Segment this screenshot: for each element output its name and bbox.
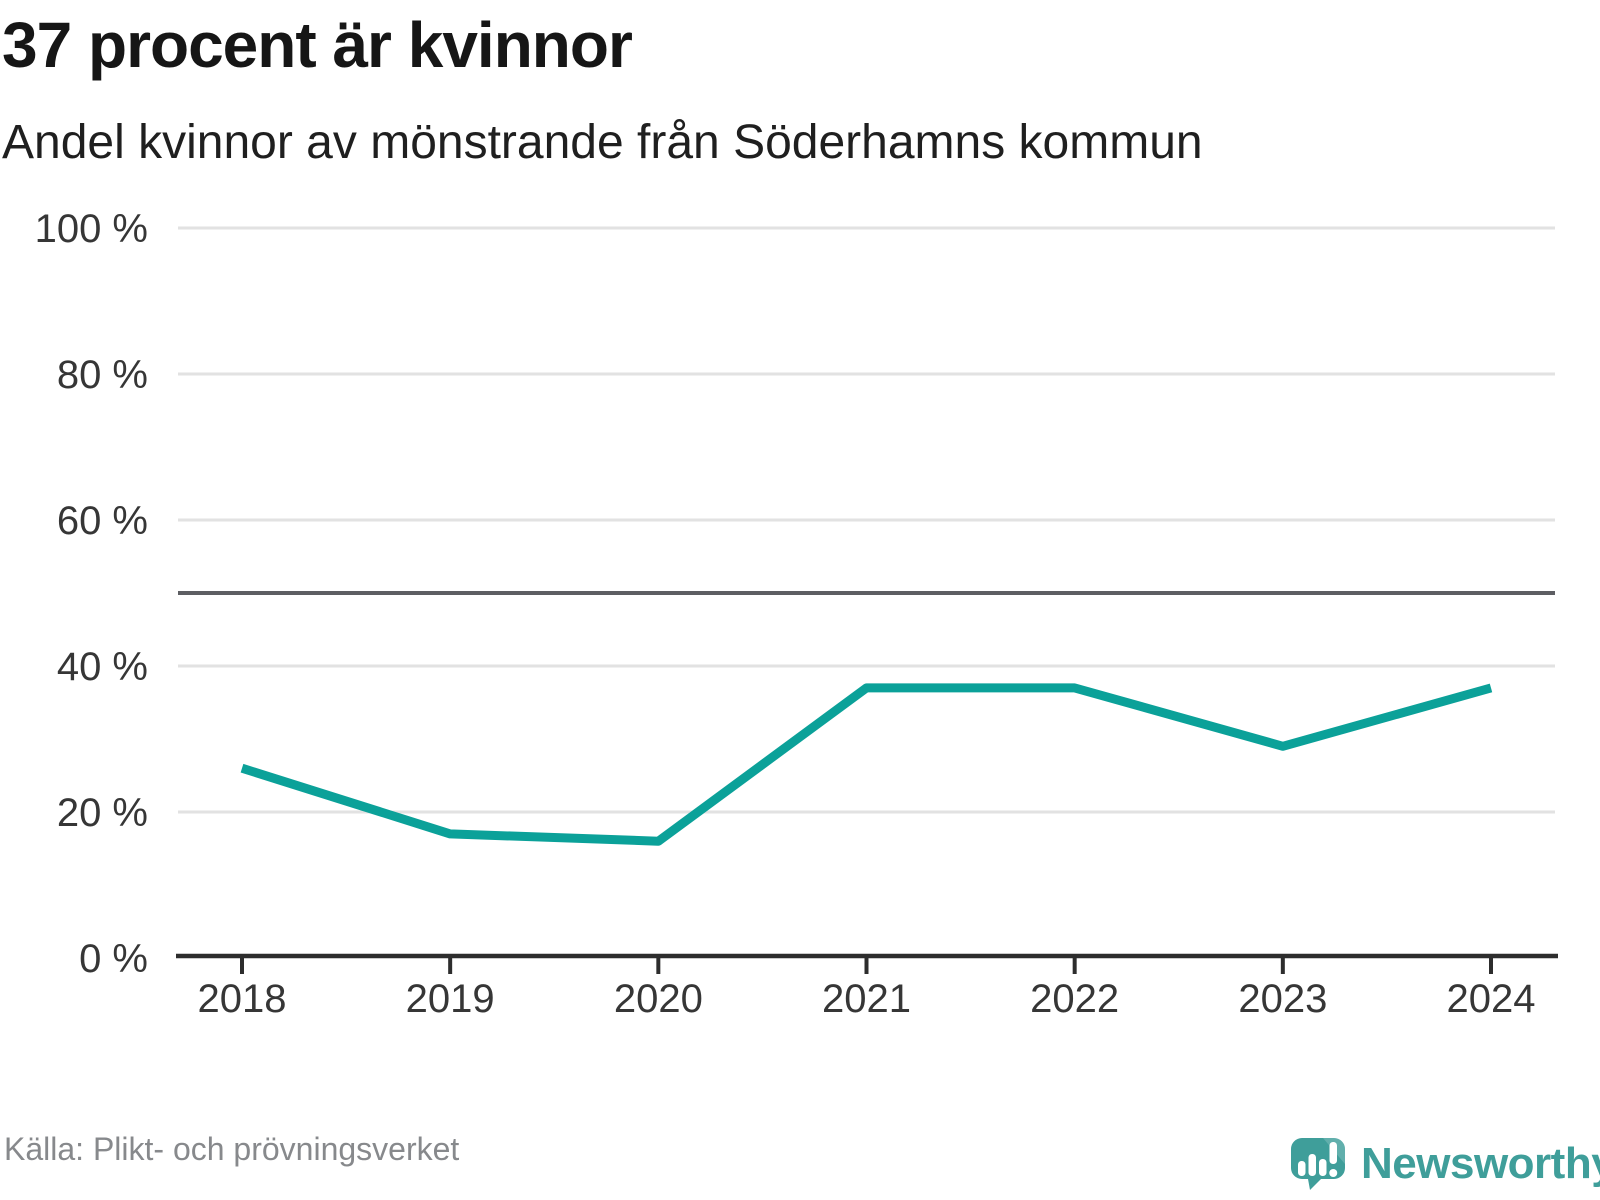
x-tick-label-2022: 2022 <box>1030 977 1119 1021</box>
source-text: Källa: Plikt- och prövningsverket <box>4 1131 460 1167</box>
x-tick-label-2020: 2020 <box>614 977 703 1021</box>
y-tick-label-80: 80 % <box>57 353 148 397</box>
x-tick-label-2019: 2019 <box>406 977 495 1021</box>
newsworthy-logo-text: Newsworthy <box>1361 1139 1600 1188</box>
y-tick-label-40: 40 % <box>57 645 148 689</box>
bar-chart-bar-1 <box>1298 1161 1306 1176</box>
x-tick-label-2023: 2023 <box>1238 977 1327 1021</box>
newsworthy-logo: Newsworthy <box>1289 1136 1600 1192</box>
y-tick-label-100: 100 % <box>35 207 148 251</box>
bar-chart-bar-2 <box>1308 1154 1316 1176</box>
y-tick-label-20: 20 % <box>57 791 148 835</box>
data-line <box>240 683 1493 846</box>
y-tick-label-60: 60 % <box>57 499 148 543</box>
x-tick-label-2018: 2018 <box>198 977 287 1021</box>
bar-chart-bar-3 <box>1319 1159 1327 1176</box>
newsworthy-logo-icon <box>1291 1138 1345 1190</box>
exclamation-dot <box>1329 1169 1338 1177</box>
y-tick-label-0: 0 % <box>79 937 148 981</box>
exclamation-bar <box>1329 1142 1337 1164</box>
chart-subtitle: Andel kvinnor av mönstrande från Söderha… <box>2 116 1203 169</box>
x-tick-label-2024: 2024 <box>1447 977 1536 1021</box>
chart-title: 37 procent är kvinnor <box>2 9 633 81</box>
x-tick-label-2021: 2021 <box>822 977 911 1021</box>
